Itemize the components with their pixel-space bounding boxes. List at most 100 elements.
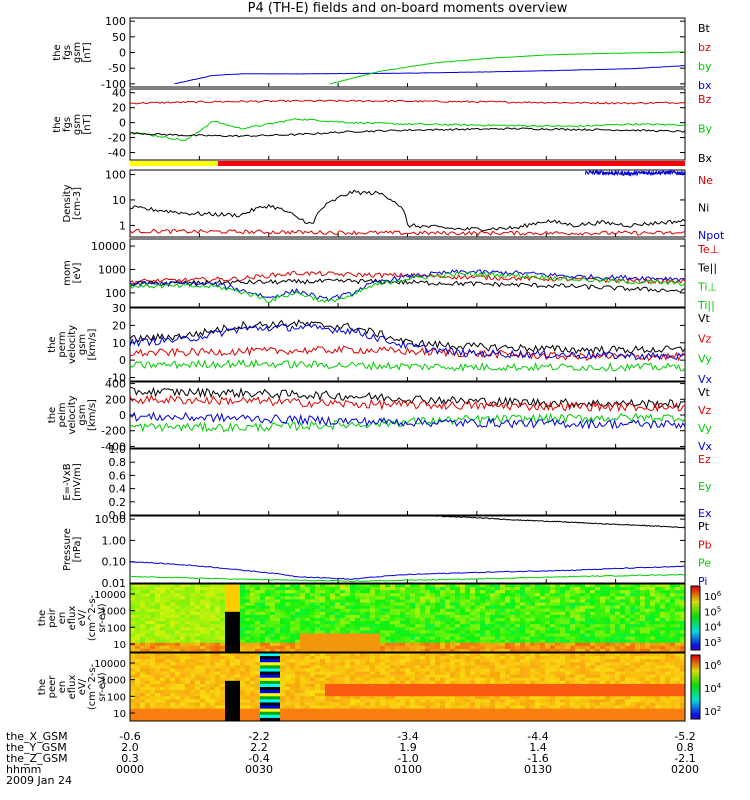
spectrogram-cell (620, 671, 626, 676)
spectrogram-cell (220, 696, 226, 700)
spectrogram-cell (360, 630, 366, 634)
spectrogram-cell (270, 645, 276, 650)
spectrogram-cell (285, 633, 291, 637)
spectrogram-cell (535, 593, 541, 597)
spectrogram-cell (435, 714, 441, 719)
spectrogram-cell (225, 593, 231, 597)
spectrogram-cell (620, 599, 626, 603)
spectrogram-cell (640, 593, 646, 597)
spectrogram-cell (405, 624, 411, 628)
spectrogram-cell (210, 656, 216, 660)
spectrogram-cell (310, 659, 316, 663)
spectrogram-cell (485, 648, 491, 653)
spectrogram-cell (540, 680, 546, 685)
spectrogram-cell (675, 611, 681, 616)
spectrogram-cell (425, 639, 431, 644)
spectrogram-cell (405, 599, 411, 603)
spectrogram-cell (500, 596, 506, 600)
spectrogram-cell (270, 648, 276, 653)
spectrogram-cell (300, 714, 306, 719)
spectrogram-cell (370, 596, 376, 600)
spectrogram-cell (645, 618, 651, 622)
spectrogram-cell (450, 614, 456, 619)
spectrogram-cell (470, 636, 476, 641)
spectrogram-cell (390, 665, 396, 669)
spectrogram-cell (335, 683, 341, 688)
spectrogram-cell (285, 683, 291, 688)
spectrogram-cell (475, 636, 481, 641)
spectrogram-cell (535, 648, 541, 653)
spectrogram-cell (170, 596, 176, 600)
spectrogram-cell (385, 618, 391, 622)
spectrogram-cell (255, 714, 261, 719)
spectrogram-cell (660, 608, 666, 613)
spectrogram-cell (280, 621, 286, 625)
spectrogram-cell (450, 714, 456, 719)
spectrogram-cell (210, 671, 216, 676)
spectrogram-cell (355, 677, 361, 682)
spectrogram-cell (385, 699, 391, 703)
spectrogram-cell (215, 590, 221, 594)
spectrogram-cell (625, 656, 631, 660)
spectrogram-cell (335, 593, 341, 597)
spectrogram-cell (620, 642, 626, 647)
y-tick-label: 0 (119, 409, 126, 422)
y-axis-label: gsm (77, 404, 88, 425)
spectrogram-cell (400, 614, 406, 619)
spectrogram-cell (505, 677, 511, 682)
spectrogram-cell (540, 587, 546, 591)
spectrogram-cell (175, 633, 181, 637)
spectrogram-cell (275, 624, 281, 628)
spectrogram-cell (295, 618, 301, 622)
spectrogram-cell (605, 627, 611, 631)
spectrogram-cell (670, 590, 676, 594)
spectrogram-cell (240, 639, 246, 644)
spectrogram-cell (215, 671, 221, 676)
spectrogram-cell (415, 656, 421, 660)
spectrogram-cell (560, 587, 566, 591)
spectrogram-cell (395, 705, 401, 710)
spectrogram-cell (210, 677, 216, 682)
spectrogram-cell (210, 614, 216, 619)
spectrogram-cell (420, 668, 426, 672)
spectrogram-cell (340, 587, 346, 591)
spectrogram-cell (415, 605, 421, 610)
spectrogram-cell (505, 590, 511, 594)
spectrogram-cell (500, 633, 506, 637)
spectrogram-cell (480, 627, 486, 631)
spectrogram-cell (495, 674, 501, 679)
spectrogram-cell (140, 590, 146, 594)
spectrogram-cell (595, 711, 601, 716)
spectrogram-cell (565, 587, 571, 591)
spectrogram-cell (450, 608, 456, 613)
spectrogram-cell (410, 590, 416, 594)
spectrogram-cell (410, 662, 416, 666)
spectrogram-cell (535, 621, 541, 625)
spectrogram-cell (415, 621, 421, 625)
spectrogram-cell (190, 662, 196, 666)
spectrogram-cell (320, 633, 326, 637)
spectrogram-cell (175, 636, 181, 641)
spectrogram-cell (615, 674, 621, 679)
spectrogram-cell (335, 699, 341, 703)
spectrogram-cell (155, 642, 161, 647)
spectrogram-cell (450, 624, 456, 628)
spectrogram-cell (140, 648, 146, 653)
spectrogram-cell (190, 590, 196, 594)
spectrogram-cell (630, 674, 636, 679)
spectrogram-cell (630, 708, 636, 713)
spectrogram-cell (335, 665, 341, 669)
spectrogram-cell (585, 590, 591, 594)
spectrogram-cell (655, 639, 661, 644)
spectrogram-cell (525, 680, 531, 685)
spectrogram-cell (175, 656, 181, 660)
spectrogram-cell (195, 687, 201, 691)
spectrogram-cell (590, 602, 596, 607)
spectrogram-cell (245, 683, 251, 688)
spectrogram-cell (135, 677, 141, 682)
spectrogram-cell (130, 717, 136, 722)
spectrogram-cell (280, 671, 286, 676)
spectrogram-cell (460, 705, 466, 710)
spectrogram-cell (130, 680, 136, 685)
spectrogram-cell (585, 618, 591, 622)
